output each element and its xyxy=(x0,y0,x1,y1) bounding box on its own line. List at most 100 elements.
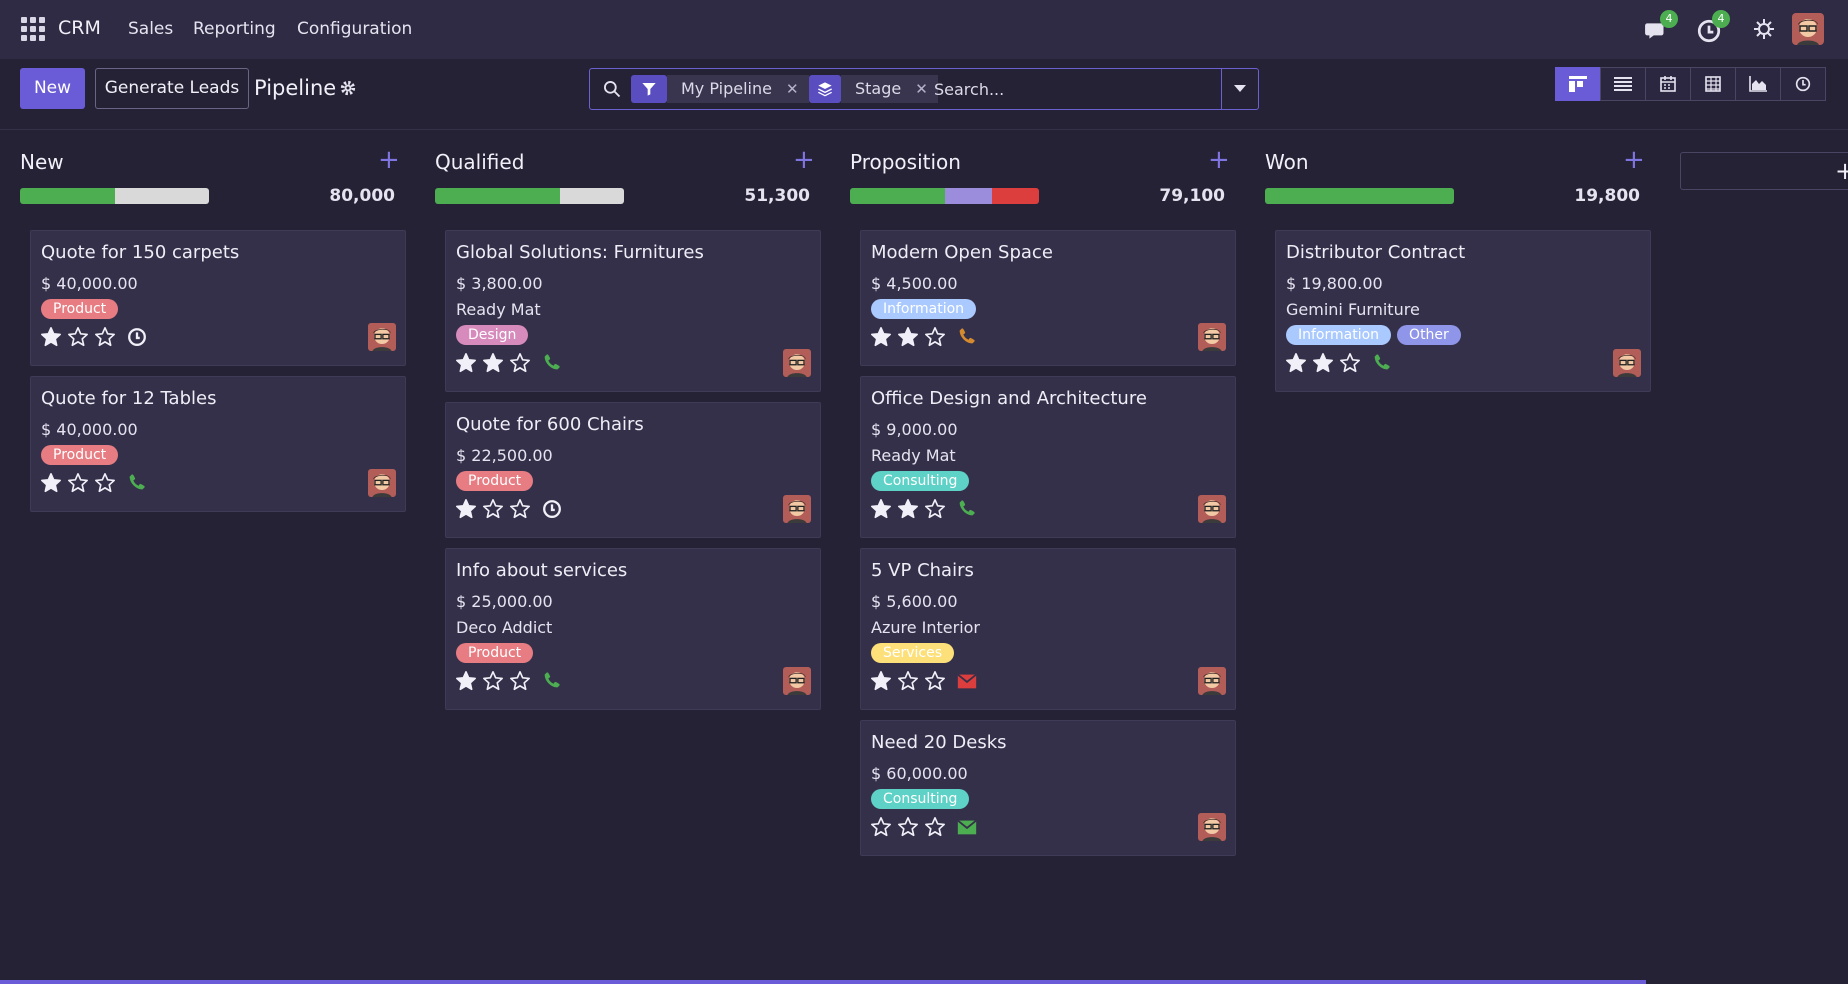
salesperson-avatar[interactable] xyxy=(1613,349,1641,377)
progress-segment[interactable] xyxy=(559,188,624,204)
phone-icon[interactable] xyxy=(541,352,563,374)
kanban-card[interactable]: Quote for 12 Tables $ 40,000.00 Product xyxy=(30,376,406,512)
quick-create-icon[interactable]: + xyxy=(1208,145,1230,175)
progress-segment[interactable] xyxy=(20,188,115,204)
debug-button[interactable] xyxy=(1749,14,1779,44)
star-filled-icon[interactable] xyxy=(482,352,504,374)
star-filled-icon[interactable] xyxy=(1285,352,1307,374)
quick-create-icon[interactable]: + xyxy=(793,145,815,175)
kanban-card[interactable]: Need 20 Desks $ 60,000.00 Consulting xyxy=(860,720,1236,856)
progress-segment[interactable] xyxy=(1265,188,1454,204)
salesperson-avatar[interactable] xyxy=(783,495,811,523)
kanban-card[interactable]: Quote for 150 carpets $ 40,000.00 Product xyxy=(30,230,406,366)
clock-icon[interactable] xyxy=(541,498,563,520)
app-brand[interactable]: CRM xyxy=(58,17,101,39)
phone-icon[interactable] xyxy=(126,472,148,494)
activity-view-button[interactable] xyxy=(1780,67,1826,101)
star-empty-icon[interactable] xyxy=(924,816,946,838)
salesperson-avatar[interactable] xyxy=(1198,495,1226,523)
star-empty-icon[interactable] xyxy=(509,352,531,374)
star-empty-icon[interactable] xyxy=(482,670,504,692)
progress-segment[interactable] xyxy=(114,188,209,204)
activities-button[interactable]: 4 xyxy=(1694,10,1730,44)
column-progress-bar[interactable] xyxy=(850,188,1039,204)
quick-create-icon[interactable]: + xyxy=(378,145,400,175)
envelope-red-icon[interactable] xyxy=(956,670,978,692)
search-options-toggle[interactable] xyxy=(1221,69,1258,109)
star-empty-icon[interactable] xyxy=(1339,352,1361,374)
star-filled-icon[interactable] xyxy=(40,326,62,348)
star-empty-icon[interactable] xyxy=(94,472,116,494)
star-empty-icon[interactable] xyxy=(94,326,116,348)
calendar-view-button[interactable] xyxy=(1645,67,1691,101)
salesperson-avatar[interactable] xyxy=(783,667,811,695)
kanban-card[interactable]: Modern Open Space $ 4,500.00 Information xyxy=(860,230,1236,366)
search-input[interactable] xyxy=(934,76,1204,102)
salesperson-avatar[interactable] xyxy=(1198,813,1226,841)
star-filled-icon[interactable] xyxy=(455,498,477,520)
star-empty-icon[interactable] xyxy=(924,498,946,520)
phone-icon[interactable] xyxy=(541,670,563,692)
salesperson-avatar[interactable] xyxy=(1198,667,1226,695)
menu-configuration[interactable]: Configuration xyxy=(297,19,413,39)
generate-leads-button[interactable]: Generate Leads xyxy=(95,68,249,109)
envelope-green-icon[interactable] xyxy=(956,816,978,838)
progress-segment[interactable] xyxy=(435,188,560,204)
quick-create-icon[interactable]: + xyxy=(1623,145,1645,175)
star-empty-icon[interactable] xyxy=(924,326,946,348)
phone-icon[interactable] xyxy=(956,498,978,520)
kanban-card[interactable]: Office Design and Architecture $ 9,000.00… xyxy=(860,376,1236,538)
column-progress-bar[interactable] xyxy=(1265,188,1454,204)
progress-segment[interactable] xyxy=(944,188,992,204)
app-menu-icon[interactable] xyxy=(21,17,45,41)
phone-icon[interactable] xyxy=(1371,352,1393,374)
kanban-card[interactable]: Global Solutions: Furnitures $ 3,800.00 Re… xyxy=(445,230,821,392)
star-empty-icon[interactable] xyxy=(67,472,89,494)
column-title[interactable]: New xyxy=(20,150,64,174)
clock-icon[interactable] xyxy=(126,326,148,348)
column-title[interactable]: Won xyxy=(1265,150,1309,174)
star-filled-icon[interactable] xyxy=(897,498,919,520)
messages-button[interactable]: 4 xyxy=(1642,10,1678,44)
star-empty-icon[interactable] xyxy=(509,670,531,692)
graph-view-button[interactable] xyxy=(1735,67,1781,101)
star-filled-icon[interactable] xyxy=(897,326,919,348)
star-filled-icon[interactable] xyxy=(455,352,477,374)
menu-sales[interactable]: Sales xyxy=(128,19,174,39)
star-filled-icon[interactable] xyxy=(870,670,892,692)
gear-icon[interactable] xyxy=(339,79,357,97)
star-filled-icon[interactable] xyxy=(455,670,477,692)
star-empty-icon[interactable] xyxy=(509,498,531,520)
salesperson-avatar[interactable] xyxy=(368,469,396,497)
star-filled-icon[interactable] xyxy=(1312,352,1334,374)
star-filled-icon[interactable] xyxy=(40,472,62,494)
star-empty-icon[interactable] xyxy=(67,326,89,348)
star-empty-icon[interactable] xyxy=(482,498,504,520)
star-filled-icon[interactable] xyxy=(870,326,892,348)
horizontal-scrollbar[interactable] xyxy=(0,980,1646,984)
remove-facet-icon[interactable]: ✕ xyxy=(781,75,809,103)
user-avatar[interactable] xyxy=(1792,13,1824,45)
column-progress-bar[interactable] xyxy=(435,188,624,204)
column-title[interactable]: Proposition xyxy=(850,150,961,174)
star-filled-icon[interactable] xyxy=(870,498,892,520)
star-empty-icon[interactable] xyxy=(870,816,892,838)
kanban-card[interactable]: Info about services $ 25,000.00 Deco Addic… xyxy=(445,548,821,710)
salesperson-avatar[interactable] xyxy=(368,323,396,351)
add-column-button[interactable]: + xyxy=(1680,152,1848,190)
progress-segment[interactable] xyxy=(991,188,1039,204)
phone-orange-icon[interactable] xyxy=(956,326,978,348)
menu-reporting[interactable]: Reporting xyxy=(193,19,276,39)
column-title[interactable]: Qualified xyxy=(435,150,525,174)
search-bar[interactable]: My Pipeline ✕ Stage ✕ xyxy=(589,68,1259,110)
star-empty-icon[interactable] xyxy=(897,816,919,838)
kanban-card[interactable]: Quote for 600 Chairs $ 22,500.00 Product xyxy=(445,402,821,538)
kanban-card[interactable]: Distributor Contract $ 19,800.00 Gemini Fu… xyxy=(1275,230,1651,392)
pivot-view-button[interactable] xyxy=(1690,67,1736,101)
star-empty-icon[interactable] xyxy=(897,670,919,692)
star-empty-icon[interactable] xyxy=(924,670,946,692)
new-button[interactable]: New xyxy=(20,68,85,109)
column-progress-bar[interactable] xyxy=(20,188,209,204)
salesperson-avatar[interactable] xyxy=(1198,323,1226,351)
progress-segment[interactable] xyxy=(850,188,945,204)
